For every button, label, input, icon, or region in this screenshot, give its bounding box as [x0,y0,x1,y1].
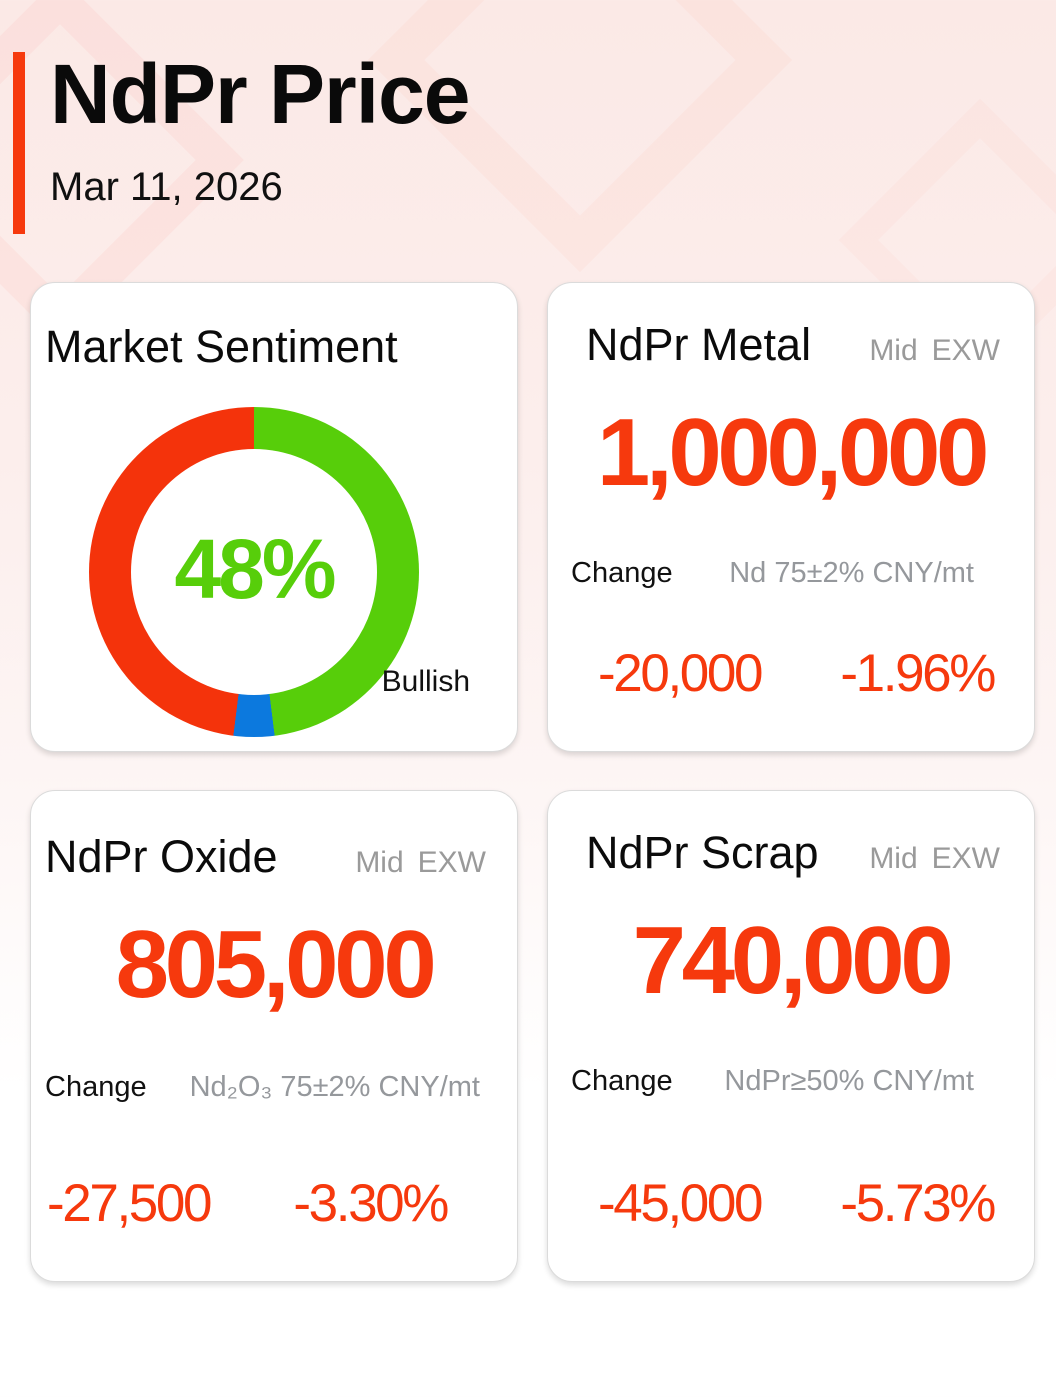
change-row: Change Nd 75±2% CNY/mt [571,557,974,590]
sentiment-donut-chart: 48% [89,406,419,737]
sentiment-card: Market Sentiment 48% Bullish [30,282,518,753]
price-tags: Mid EXW [869,334,1000,368]
sentiment-center-value: 48% [174,522,336,617]
exw-tag: EXW [931,334,1000,368]
price-value: 805,000 [115,910,437,1018]
mid-tag: Mid [355,846,404,880]
price-card-metal: NdPr Metal Mid EXW 1,000,000 Change Nd 7… [547,282,1035,753]
spec-label: Nd₂O₃ 75±2% CNY/mt [189,1070,480,1103]
change-label: Change [571,1064,673,1097]
change-percent: -5.73% [840,1174,996,1234]
price-value: 1,000,000 [596,398,990,506]
card-title: NdPr Oxide [45,831,278,883]
spec-label: NdPr≥50% CNY/mt [724,1064,974,1097]
exw-tag: EXW [931,842,1000,876]
change-percent: -1.96% [840,644,996,704]
change-values-row: -27,500 -3.30% [47,1174,449,1235]
header: NdPr Price Mar 11, 2026 [0,0,1056,234]
price-card-scrap: NdPr Scrap Mid EXW 740,000 Change NdPr≥5… [547,790,1035,1283]
donut-hole: 48% [131,448,377,695]
change-values-row: -20,000 -1.96% [598,644,996,705]
page-date: Mar 11, 2026 [50,165,283,210]
page-title: NdPr Price [50,47,471,141]
change-values-row: -45,000 -5.73% [598,1174,996,1235]
sentiment-bullish-label: Bullish [381,665,470,699]
sentiment-card-title: Market Sentiment [45,321,398,373]
card-title-row: NdPr Oxide Mid EXW [45,831,486,883]
change-row: Change Nd₂O₃ 75±2% CNY/mt [45,1071,480,1104]
change-value: -45,000 [598,1174,763,1234]
price-tags: Mid EXW [355,846,486,880]
change-value: -27,500 [47,1174,212,1234]
card-title-row: NdPr Scrap Mid EXW [586,827,1000,879]
change-row: Change NdPr≥50% CNY/mt [571,1065,974,1098]
price-card-oxide: NdPr Oxide Mid EXW 805,000 Change Nd₂O₃ … [30,790,518,1283]
card-title: NdPr Scrap [586,827,819,879]
spec-label: Nd 75±2% CNY/mt [729,556,974,589]
mid-tag: Mid [869,334,918,368]
price-value: 740,000 [632,906,954,1014]
change-label: Change [45,1070,147,1103]
price-tags: Mid EXW [869,842,1000,876]
exw-tag: EXW [417,846,486,880]
change-label: Change [571,556,673,589]
cards-grid: Market Sentiment 48% Bullish NdPr Metal … [0,282,1056,1283]
card-title: NdPr Metal [586,319,812,371]
mid-tag: Mid [869,842,918,876]
change-value: -20,000 [598,644,763,704]
change-percent: -3.30% [293,1174,449,1234]
accent-bar [13,52,25,234]
card-title-row: NdPr Metal Mid EXW [586,319,1000,371]
